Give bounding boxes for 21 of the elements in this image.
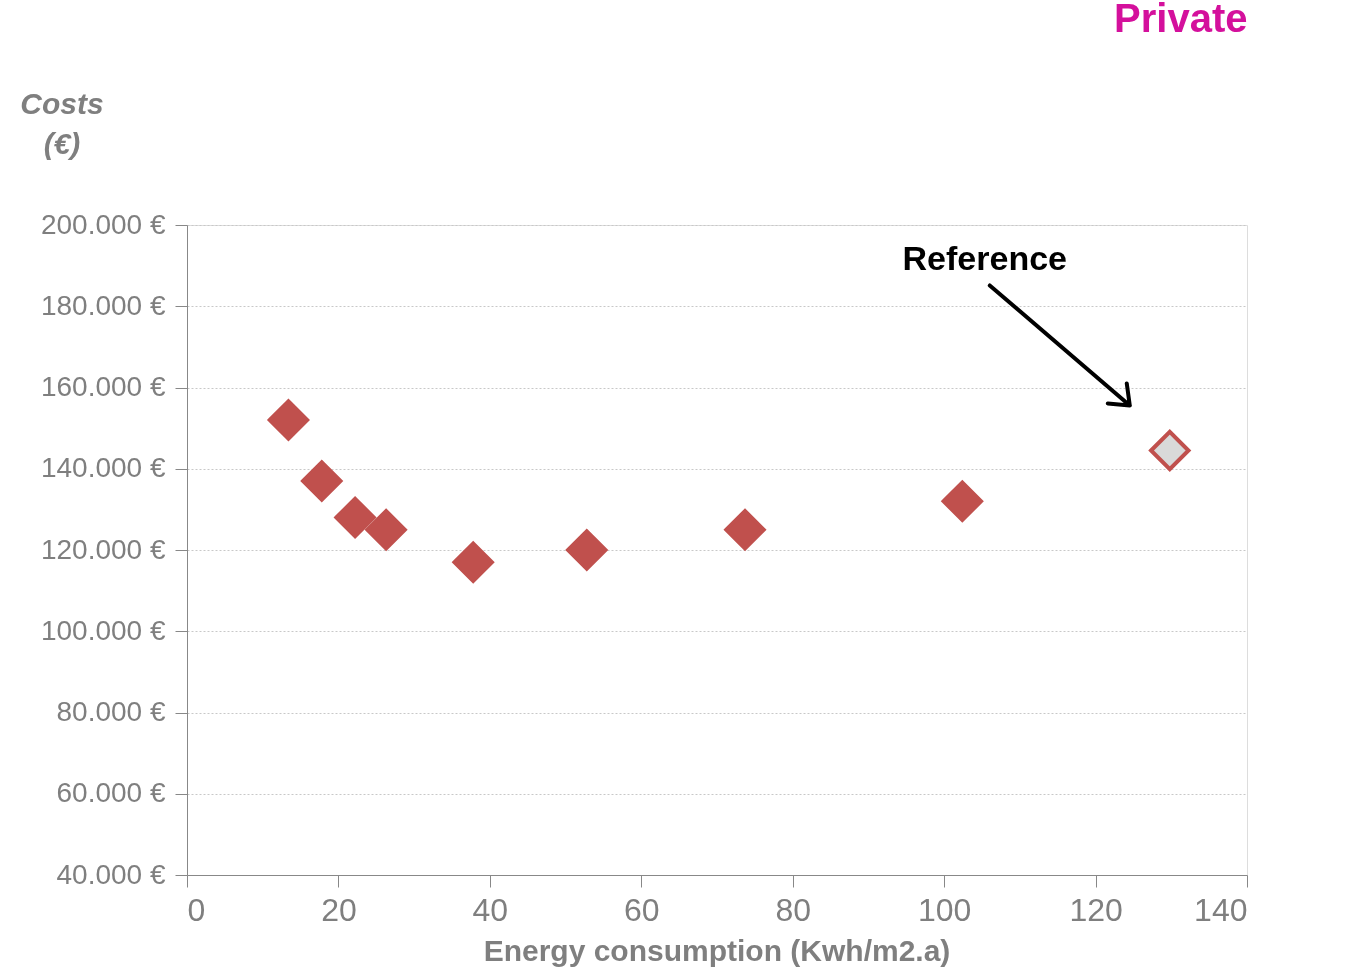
x-tick-label: 0 [187, 891, 206, 928]
y-axis-title: Costs (€) [20, 87, 104, 160]
x-tick-label: 140 [1194, 891, 1248, 928]
y-tick-label: 80.000 € [56, 696, 166, 727]
x-tick-label: 20 [321, 891, 357, 928]
x-tick-label: 120 [1069, 891, 1123, 928]
x-tick-label: 60 [623, 891, 660, 928]
y-tick-label: 60.000 € [56, 777, 166, 809]
y-tick-label: 180.000 € [40, 289, 166, 321]
chart-title: Private [1114, 0, 1248, 40]
y-tick-label: 200.000 € [40, 208, 166, 240]
x-tick-label: 40 [472, 891, 509, 928]
y-tick-label: 120.000 € [40, 533, 166, 565]
y-tick-label: 100.000 € [40, 614, 166, 646]
x-tick-label: 80 [775, 891, 812, 928]
annotation: Reference [902, 239, 1067, 278]
y-tick-label: 160.000 € [40, 371, 166, 402]
y-tick-label: 40.000 € [56, 858, 166, 890]
x-tick-label: 100 [917, 891, 972, 928]
x-axis-title: Energy consumption (Kwh/m2.a) [483, 934, 951, 967]
y-tick-label: 140.000 € [40, 452, 166, 484]
